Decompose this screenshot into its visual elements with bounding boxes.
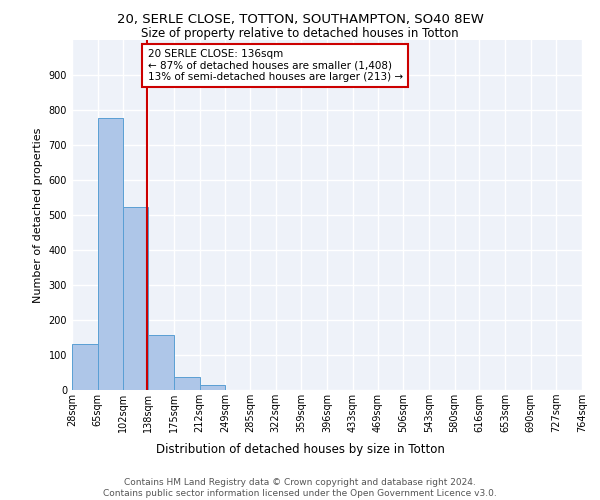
Bar — [98, 118, 123, 390]
Bar — [123, 207, 148, 390]
Bar — [148, 334, 174, 390]
Y-axis label: Number of detached properties: Number of detached properties — [33, 128, 43, 302]
Text: 20, SERLE CLOSE, TOTTON, SOUTHAMPTON, SO40 8EW: 20, SERLE CLOSE, TOTTON, SOUTHAMPTON, SO… — [116, 12, 484, 26]
Bar — [174, 377, 199, 390]
Text: Size of property relative to detached houses in Totton: Size of property relative to detached ho… — [141, 28, 459, 40]
Text: Contains HM Land Registry data © Crown copyright and database right 2024.
Contai: Contains HM Land Registry data © Crown c… — [103, 478, 497, 498]
Text: 20 SERLE CLOSE: 136sqm
← 87% of detached houses are smaller (1,408)
13% of semi-: 20 SERLE CLOSE: 136sqm ← 87% of detached… — [148, 49, 403, 82]
Bar — [72, 344, 98, 390]
Text: Distribution of detached houses by size in Totton: Distribution of detached houses by size … — [155, 444, 445, 456]
Bar — [199, 386, 225, 390]
